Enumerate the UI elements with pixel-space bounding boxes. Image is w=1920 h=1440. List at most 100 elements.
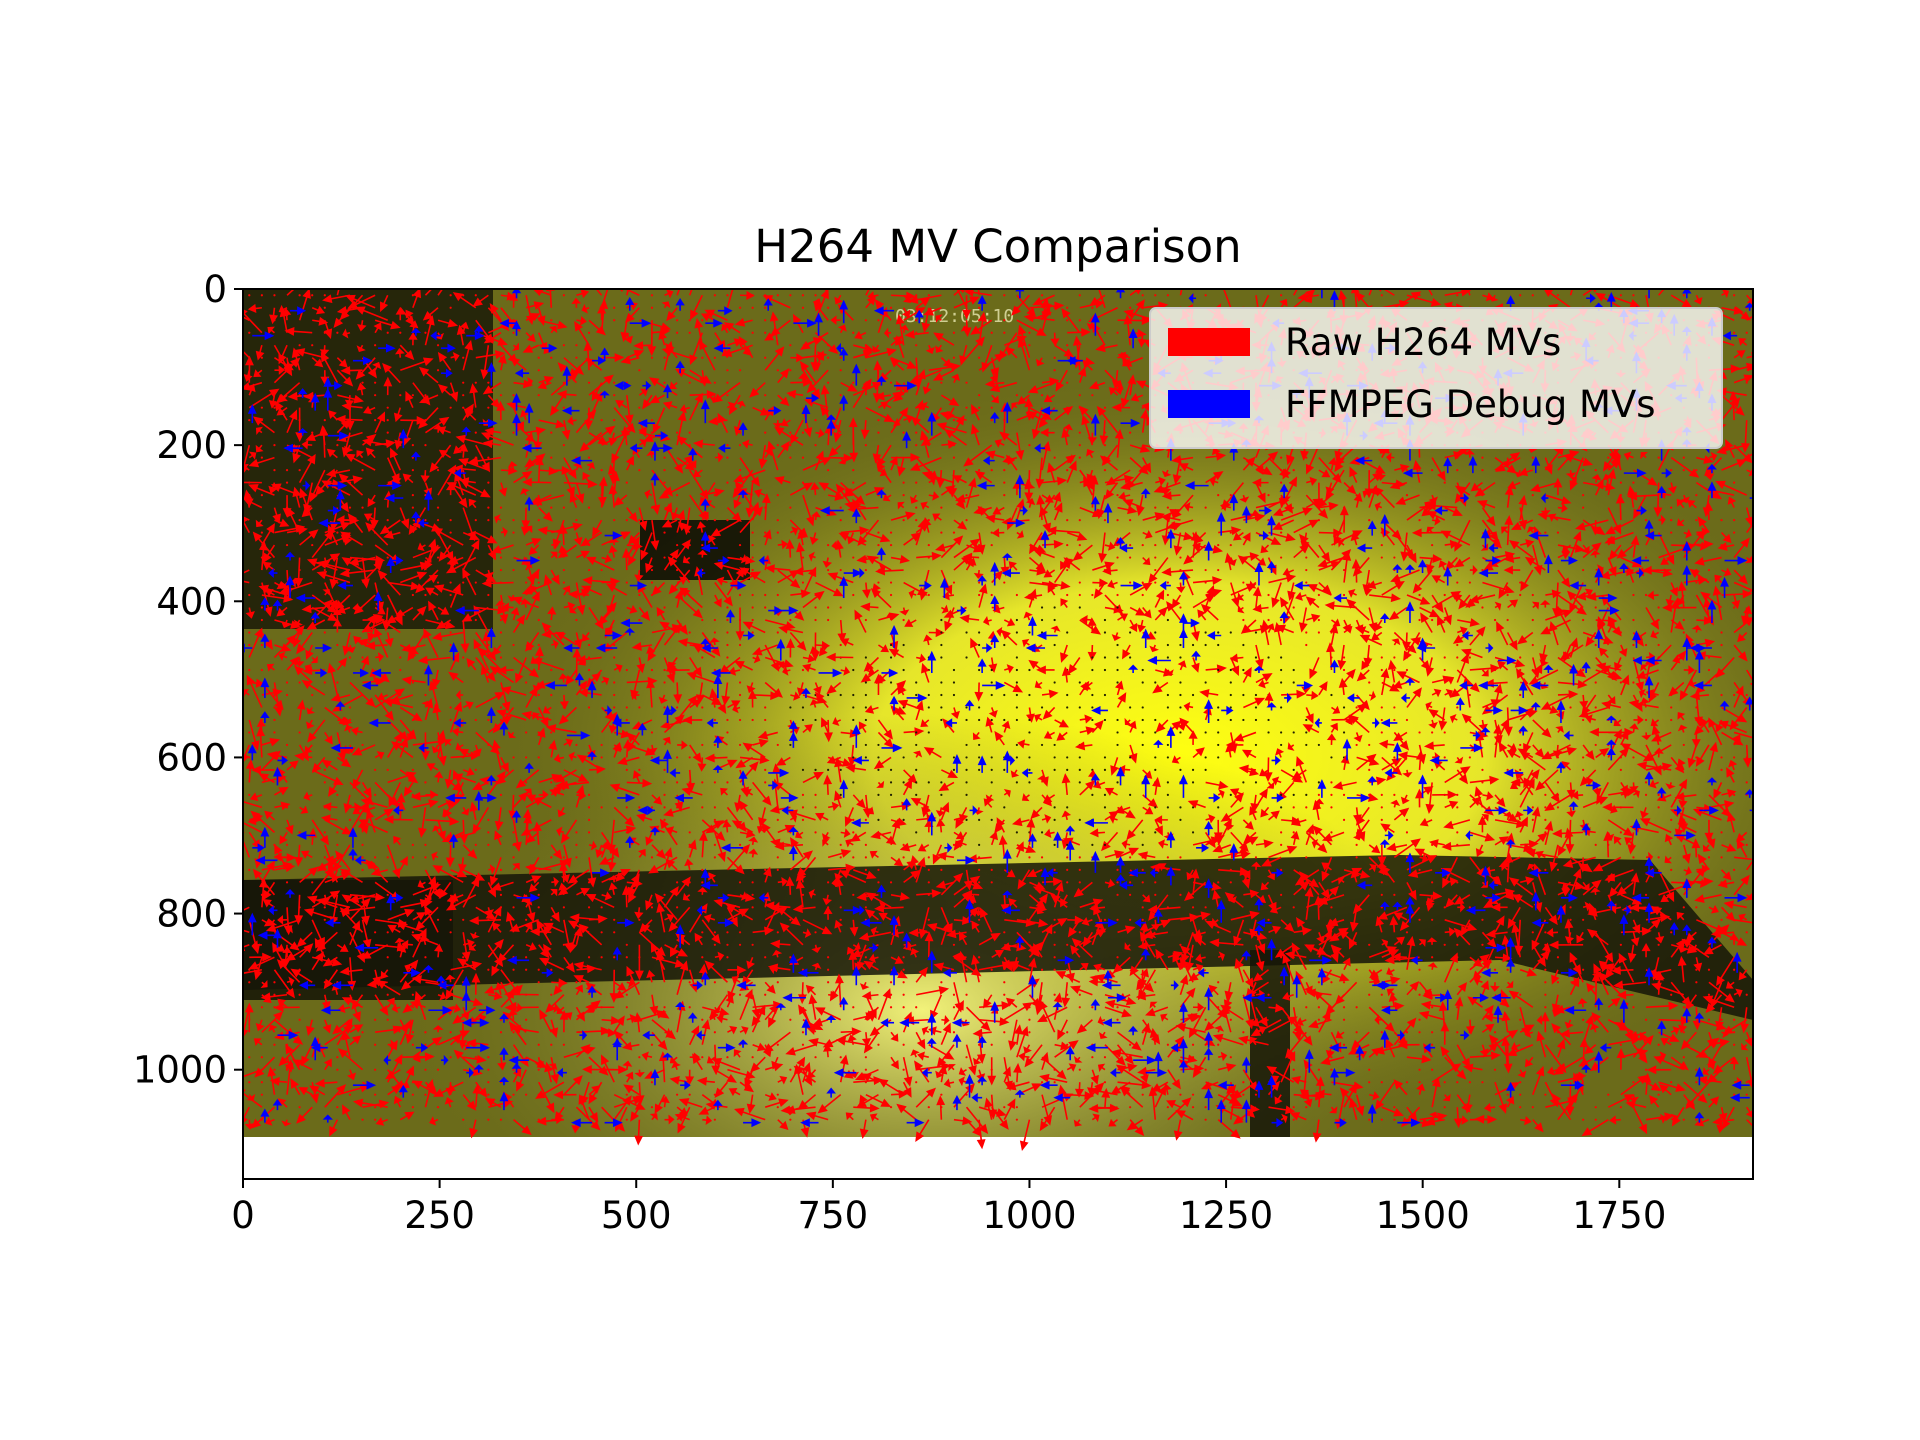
mv-raw-dot xyxy=(676,331,679,334)
mv-raw-dot xyxy=(738,593,742,597)
mv-raw-dot xyxy=(1292,469,1295,472)
mv-raw-dot xyxy=(726,643,729,647)
mv-raw-arrow xyxy=(1733,374,1753,384)
mv-raw-dot xyxy=(1053,756,1056,759)
mv-raw-dot xyxy=(1380,806,1383,809)
mv-raw-dot xyxy=(1619,831,1622,834)
mv-raw-arrow xyxy=(248,388,280,409)
mv-raw-dot xyxy=(575,356,578,359)
mv-raw-dot xyxy=(1695,494,1698,497)
mv-raw-dot xyxy=(1154,768,1157,772)
mv-raw-dot xyxy=(1670,718,1673,722)
mv-raw-dot xyxy=(663,856,666,859)
mv-raw-dot xyxy=(600,756,603,759)
mv-raw-dot xyxy=(1342,593,1346,597)
mv-raw-dot xyxy=(1733,294,1736,297)
mv-raw-dot xyxy=(1468,656,1471,659)
mv-raw-arrow xyxy=(453,444,464,454)
mv-raw-dot xyxy=(1405,668,1409,672)
mv-raw-dot xyxy=(839,606,842,609)
mv-raw-dot xyxy=(1217,631,1220,634)
mv-raw-arrow xyxy=(1088,380,1106,390)
mv-raw-dot xyxy=(1355,843,1358,846)
mv-raw-dot xyxy=(978,756,981,759)
mv-raw-dot xyxy=(512,856,515,859)
mv-raw-arrow xyxy=(408,332,418,346)
mv-raw-arrow xyxy=(669,381,678,389)
mv-raw-dot xyxy=(713,668,716,672)
mv-raw-arrow xyxy=(699,370,708,387)
mv-raw-dot xyxy=(1003,581,1006,584)
mv-raw-dot xyxy=(902,756,905,759)
mv-raw-dot xyxy=(1003,469,1006,472)
mv-raw-arrow xyxy=(865,406,895,423)
mv-raw-dot xyxy=(1053,306,1056,309)
mv-raw-arrow xyxy=(255,444,264,453)
mv-raw-arrow xyxy=(806,369,829,394)
mv-raw-dot xyxy=(525,581,528,584)
mv-raw-dot xyxy=(1003,331,1006,334)
mv-raw-arrow xyxy=(889,357,905,371)
mv-raw-dot xyxy=(1028,444,1031,447)
mv-raw-arrow xyxy=(834,294,843,305)
mv-raw-dot xyxy=(1116,593,1119,597)
mv-raw-dot xyxy=(348,706,352,709)
mv-raw-dot xyxy=(411,444,414,447)
mv-raw-dot xyxy=(1003,931,1006,934)
mv-raw-dot xyxy=(1720,518,1723,522)
mv-raw-dot xyxy=(814,419,817,422)
mv-raw-dot xyxy=(424,518,427,522)
mv-raw-dot xyxy=(1154,881,1157,884)
mv-raw-arrow xyxy=(813,301,829,321)
mv-raw-dot xyxy=(1204,906,1207,909)
mv-raw-dot xyxy=(801,294,805,297)
mv-raw-dot xyxy=(1129,918,1132,921)
mv-raw-dot xyxy=(273,419,276,422)
mv-raw-dot xyxy=(550,431,553,434)
mv-raw-dot xyxy=(1091,306,1094,309)
mv-raw-dot xyxy=(1141,406,1144,409)
mv-raw-dot xyxy=(474,381,477,384)
mv-raw-dot xyxy=(537,556,540,559)
mv-raw-arrow xyxy=(449,382,459,403)
mv-raw-dot xyxy=(915,693,918,697)
mv-raw-dot xyxy=(374,856,377,859)
mv-raw-arrow xyxy=(311,305,326,315)
mv-raw-dot xyxy=(663,531,666,534)
mv-raw-dot xyxy=(1066,518,1069,522)
mv-raw-dot xyxy=(260,406,263,409)
mv-raw-dot xyxy=(323,681,326,684)
mv-raw-dot xyxy=(1707,643,1711,647)
mv-raw-dot xyxy=(839,643,842,647)
mv-raw-dot xyxy=(1078,931,1081,934)
mv-raw-dot xyxy=(1330,756,1333,759)
mv-raw-dot xyxy=(1204,756,1207,759)
mv-raw-dot xyxy=(311,543,314,547)
mv-raw-dot xyxy=(1305,568,1308,572)
mv-raw-dot xyxy=(613,419,616,422)
mv-raw-dot xyxy=(386,556,389,559)
mv-raw-arrow xyxy=(525,301,545,310)
mv-raw-dot xyxy=(877,818,880,821)
mv-raw-arrow xyxy=(326,448,338,459)
mv-raw-dot xyxy=(411,718,414,722)
mv-raw-dot xyxy=(1519,731,1522,734)
mv-raw-dot xyxy=(499,394,503,397)
mv-raw-arrow xyxy=(828,444,842,457)
mv-raw-dot xyxy=(1607,581,1610,584)
mv-raw-arrow xyxy=(436,426,451,435)
mv-raw-dot xyxy=(1078,868,1081,871)
mv-raw-dot xyxy=(940,793,943,796)
mv-raw-dot xyxy=(1519,768,1522,772)
mv-raw-dot xyxy=(1519,743,1522,747)
mv-raw-dot xyxy=(512,568,515,572)
mv-raw-dot xyxy=(1166,706,1169,709)
mv-raw-dot xyxy=(1053,743,1056,747)
mv-raw-dot xyxy=(814,931,817,934)
mv-raw-arrow xyxy=(978,353,1005,371)
mv-raw-dot xyxy=(701,356,704,359)
mv-raw-dot xyxy=(978,581,981,584)
mv-raw-dot xyxy=(978,706,981,709)
mv-raw-arrow xyxy=(372,361,382,371)
